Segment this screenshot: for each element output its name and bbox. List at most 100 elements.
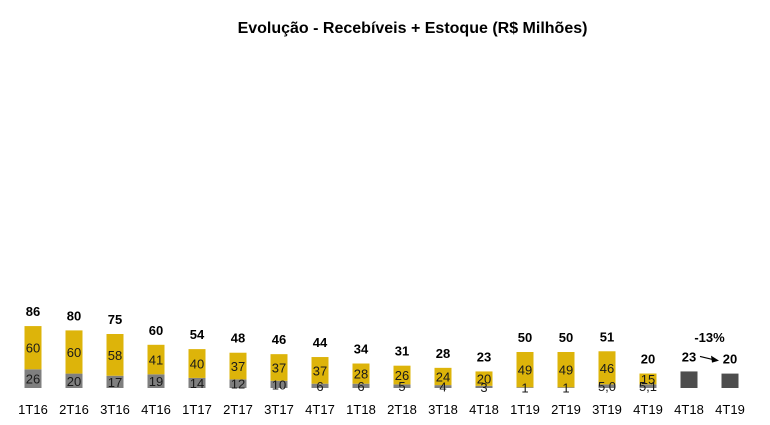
bar-bottom-label: 1 (521, 381, 528, 396)
bar-top-segment (311, 357, 329, 384)
bar-top-label: 60 (26, 341, 40, 356)
bar-bottom-label: 20 (67, 374, 81, 389)
bar-bottom-label: 5,1 (639, 379, 657, 394)
bar-bottom-segment (598, 384, 616, 388)
bar-total-label: 80 (67, 308, 81, 323)
bar-top-label: 49 (559, 363, 573, 378)
comparison-bar (680, 371, 698, 388)
bar-top-label: 37 (313, 363, 327, 378)
bar-bottom-segment (188, 377, 206, 388)
bar-bottom-segment (475, 385, 493, 388)
chart-title: Evolução - Recebíveis + Estoque (R$ Milh… (237, 20, 588, 37)
x-tick-label: 2T16 (59, 402, 89, 417)
x-tick-label: 4T17 (305, 402, 335, 417)
bar-total-label: 34 (354, 342, 369, 357)
x-tick-label: 4T19 (633, 402, 663, 417)
bar-bottom-label: 1 (562, 381, 569, 396)
bar-total-label: 50 (559, 330, 573, 345)
x-tick-label: 1T19 (510, 402, 540, 417)
bar-top-label: 49 (518, 363, 532, 378)
bar-total-label: 51 (600, 329, 614, 344)
bar-top-label: 40 (190, 357, 204, 372)
bar-top-label: 41 (149, 353, 163, 368)
bar-top-label: 37 (231, 359, 245, 374)
bar-top-segment (352, 363, 370, 384)
bar-bottom-segment (434, 385, 452, 388)
bar-bottom-segment (106, 375, 124, 388)
bar-total-label: 60 (149, 323, 163, 338)
x-tick-label: 3T19 (592, 402, 622, 417)
x-tick-label: 1T16 (18, 402, 48, 417)
bar-top-label: 26 (395, 368, 409, 383)
bar-total-label: 50 (518, 330, 532, 345)
change-percent-label: -13% (694, 330, 725, 345)
bar-top-segment (434, 367, 452, 386)
bar-top-segment (270, 354, 288, 381)
bar-bottom-segment (229, 379, 247, 388)
x-tick-label: 2T19 (551, 402, 581, 417)
bar-bottom-label: 5,0 (598, 379, 616, 394)
bar-top-segment (229, 352, 247, 380)
bar-bottom-segment (393, 384, 411, 388)
x-tick-label: 4T18 (469, 402, 499, 417)
bar-bottom-label: 19 (149, 374, 163, 389)
bar-bottom-label: 14 (190, 376, 204, 391)
bar-bottom-label: 6 (357, 379, 364, 394)
x-tick-label: 3T16 (100, 402, 130, 417)
bar-total-label: 20 (641, 352, 655, 367)
bar-top-segment (598, 351, 616, 385)
bar-top-label: 20 (477, 372, 491, 387)
bar-top-segment (475, 371, 493, 386)
bar-top-label: 28 (354, 367, 368, 382)
bar-bottom-label: 3 (480, 380, 487, 395)
bar-bottom-segment (147, 374, 165, 388)
x-tick-label: 3T17 (264, 402, 294, 417)
bar-total-label: 46 (272, 332, 286, 347)
bar-top-label: 58 (108, 348, 122, 363)
bar-top-segment (106, 334, 124, 376)
bar-top-label: 46 (600, 361, 614, 376)
comparison-bar (721, 373, 739, 388)
bar-bottom-segment (639, 384, 657, 388)
bar-top-segment (557, 352, 575, 388)
bar-bottom-label: 6 (316, 379, 323, 394)
bar-top-label: 15 (641, 372, 655, 387)
bar-top-segment (639, 373, 657, 385)
bar-bottom-segment (270, 380, 288, 388)
change-arrow-line (699, 355, 714, 361)
x-tick-label: 2T18 (387, 402, 417, 417)
bar-bottom-label: 4 (439, 380, 446, 395)
bar-bottom-segment (65, 373, 83, 388)
x-tick-label: 1T17 (182, 402, 212, 417)
bar-bottom-segment (311, 383, 329, 388)
x-tick-label: 1T18 (346, 402, 376, 417)
bar-bottom-label: 12 (231, 377, 245, 392)
bar-total-label: 44 (313, 335, 328, 350)
bar-total-label: 54 (190, 327, 205, 342)
bar-bottom-label: 10 (272, 377, 286, 392)
bar-top-segment (188, 349, 206, 378)
x-tick-label: 4T18 (674, 402, 704, 417)
bar-bottom-label: 17 (108, 375, 122, 390)
bar-bottom-segment (352, 383, 370, 388)
bar-total-label: 31 (395, 344, 409, 359)
bar-top-segment (516, 352, 534, 388)
bar-total-label: 48 (231, 331, 245, 346)
bar-top-segment (393, 365, 411, 385)
x-tick-label: 4T19 (715, 402, 745, 417)
bar-bottom-label: 5 (398, 379, 405, 394)
comparison-total-label: 23 (682, 349, 696, 364)
bar-total-label: 75 (108, 312, 122, 327)
comparison-total-label: 20 (723, 352, 737, 367)
bar-total-label: 28 (436, 346, 450, 361)
bar-top-label: 37 (272, 360, 286, 375)
change-arrow-head (711, 355, 719, 363)
bar-bottom-label: 26 (26, 372, 40, 387)
bar-total-label: 86 (26, 304, 40, 319)
bar-bottom-segment (557, 387, 575, 388)
x-tick-label: 3T18 (428, 402, 458, 417)
bar-top-segment (147, 344, 165, 375)
x-tick-label: 2T17 (223, 402, 253, 417)
bar-top-label: 24 (436, 369, 450, 384)
